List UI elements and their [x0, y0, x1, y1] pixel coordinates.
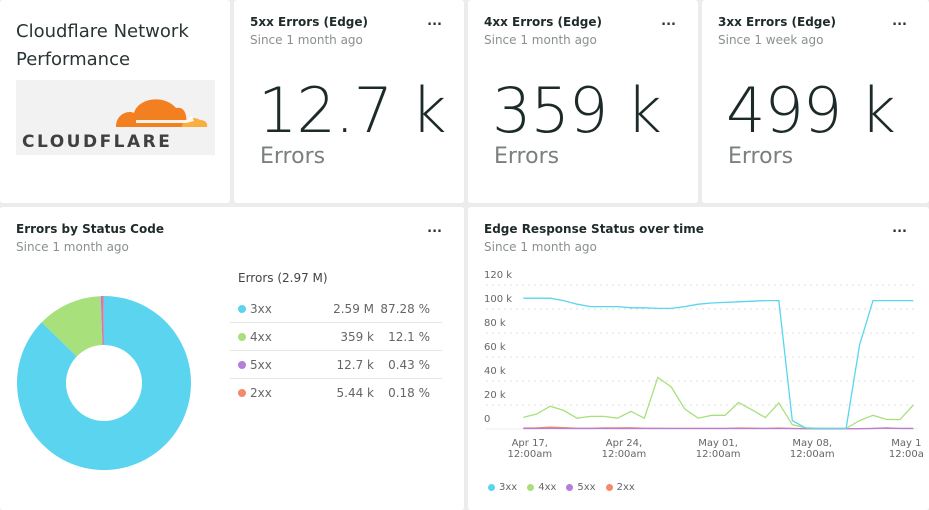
table-row[interactable]: 5xx 12.7 k 0.43 % — [230, 351, 442, 379]
legend-item-4xx[interactable]: 4xx — [527, 482, 556, 493]
kpi-unit: Errors — [494, 144, 560, 169]
legend-dot — [566, 484, 574, 491]
y-tick-label: 100 k — [484, 294, 512, 305]
more-menu-icon[interactable]: ... — [892, 14, 907, 29]
x-tick-label: 12:00a — [889, 449, 924, 460]
legend-label: 2xx — [616, 482, 635, 493]
kpi-card-3xx: 3xx Errors (Edge) Since 1 week ago ... 4… — [702, 0, 929, 203]
card-title: 3xx Errors (Edge) — [718, 15, 837, 29]
table-row[interactable]: 2xx 5.44 k 0.18 % — [230, 379, 442, 407]
table-row[interactable]: 4xx 359 k 12.1 % — [230, 323, 442, 351]
y-tick-label: 120 k — [484, 270, 512, 281]
kpi-card-5xx: 5xx Errors (Edge) Since 1 month ago ... … — [234, 0, 464, 203]
status-table: 3xx 2.59 M 87.28 % 4xx 359 k 12.1 % 5xx 12.7 … — [230, 295, 442, 407]
legend-label: 3xx — [499, 482, 518, 493]
panel-title: Errors by Status Code — [16, 222, 164, 236]
legend-dot — [238, 389, 246, 397]
kpi-unit: Errors — [728, 144, 794, 169]
more-menu-icon[interactable]: ... — [427, 221, 442, 236]
card-subtitle: Since 1 month ago — [250, 33, 363, 47]
x-tick-label: 12:00am — [790, 449, 835, 460]
legend-dot — [238, 304, 246, 313]
y-tick-label: 80 k — [484, 318, 506, 329]
donut-chart — [16, 296, 191, 470]
legend-label: 5xx — [577, 482, 596, 493]
legend-dot — [527, 484, 535, 491]
chart-legend: 3xx 4xx 5xx 2xx — [488, 482, 635, 493]
legend-dot — [488, 484, 495, 491]
legend-dot — [605, 484, 613, 491]
x-tick-label: 12:00am — [696, 449, 741, 460]
kpi-card-4xx: 4xx Errors (Edge) Since 1 month ago ... … — [468, 0, 698, 203]
legend-item-3xx[interactable]: 3xx — [488, 482, 517, 493]
cloudflare-logo: CLOUDFLARE — [16, 80, 215, 155]
donut-slice-5xx[interactable] — [100, 296, 104, 346]
series-line-4xx[interactable] — [523, 376, 914, 430]
y-tick-label: 0 — [484, 414, 490, 425]
donut-slice-3xx[interactable] — [16, 296, 191, 470]
x-tick-label: Apr 17, — [512, 438, 548, 449]
panel-subtitle: Since 1 month ago — [16, 240, 129, 254]
card-subtitle: Since 1 week ago — [718, 33, 824, 47]
legend-item-2xx[interactable]: 2xx — [605, 482, 635, 493]
legend-dot — [238, 332, 246, 341]
y-tick-label: 20 k — [484, 390, 506, 401]
panel-title: Edge Response Status over time — [484, 222, 704, 236]
card-subtitle: Since 1 month ago — [484, 33, 597, 47]
kpi-value: 499 k — [726, 74, 896, 147]
x-tick-label: 12:00am — [507, 449, 552, 460]
x-tick-label: May 08, — [792, 438, 832, 449]
kpi-value: 359 k — [492, 74, 662, 147]
legend-item-5xx[interactable]: 5xx — [566, 482, 596, 493]
panel-subtitle: Since 1 month ago — [484, 240, 597, 254]
x-tick-label: 12:00am — [602, 449, 647, 460]
more-menu-icon[interactable]: ... — [427, 14, 442, 29]
series-line-5xx[interactable] — [523, 427, 914, 430]
y-tick-label: 60 k — [484, 342, 506, 353]
table-row[interactable]: 3xx 2.59 M 87.28 % — [230, 295, 442, 323]
errors-by-status-panel: Errors by Status Code Since 1 month ago … — [0, 207, 464, 510]
more-menu-icon[interactable]: ... — [661, 14, 676, 29]
donut-slice-4xx[interactable] — [41, 296, 103, 357]
series-line-3xx[interactable] — [523, 297, 914, 430]
kpi-value: 12.7 k — [258, 74, 447, 147]
cloud-icon — [116, 99, 208, 127]
dashboard-title: Cloudflare Network Performance — [16, 21, 189, 70]
legend-dot — [238, 360, 246, 369]
y-tick-label: 40 k — [484, 366, 506, 377]
x-tick-label: May 1 — [891, 438, 921, 449]
kpi-unit: Errors — [260, 144, 326, 169]
x-tick-label: Apr 24, — [606, 438, 642, 449]
response-status-over-time-panel: Edge Response Status over time Since 1 m… — [468, 207, 929, 510]
x-tick-label: May 01, — [698, 438, 738, 449]
legend-label: 4xx — [538, 482, 557, 493]
title-card: Cloudflare Network Performance CLOUDFLAR… — [0, 0, 230, 203]
donut-slice-2xx[interactable] — [103, 296, 104, 346]
card-title: 5xx Errors (Edge) — [250, 15, 369, 29]
table-title: Errors (2.97 M) — [238, 271, 328, 285]
card-title: 4xx Errors (Edge) — [484, 15, 603, 29]
more-menu-icon[interactable]: ... — [892, 221, 907, 236]
